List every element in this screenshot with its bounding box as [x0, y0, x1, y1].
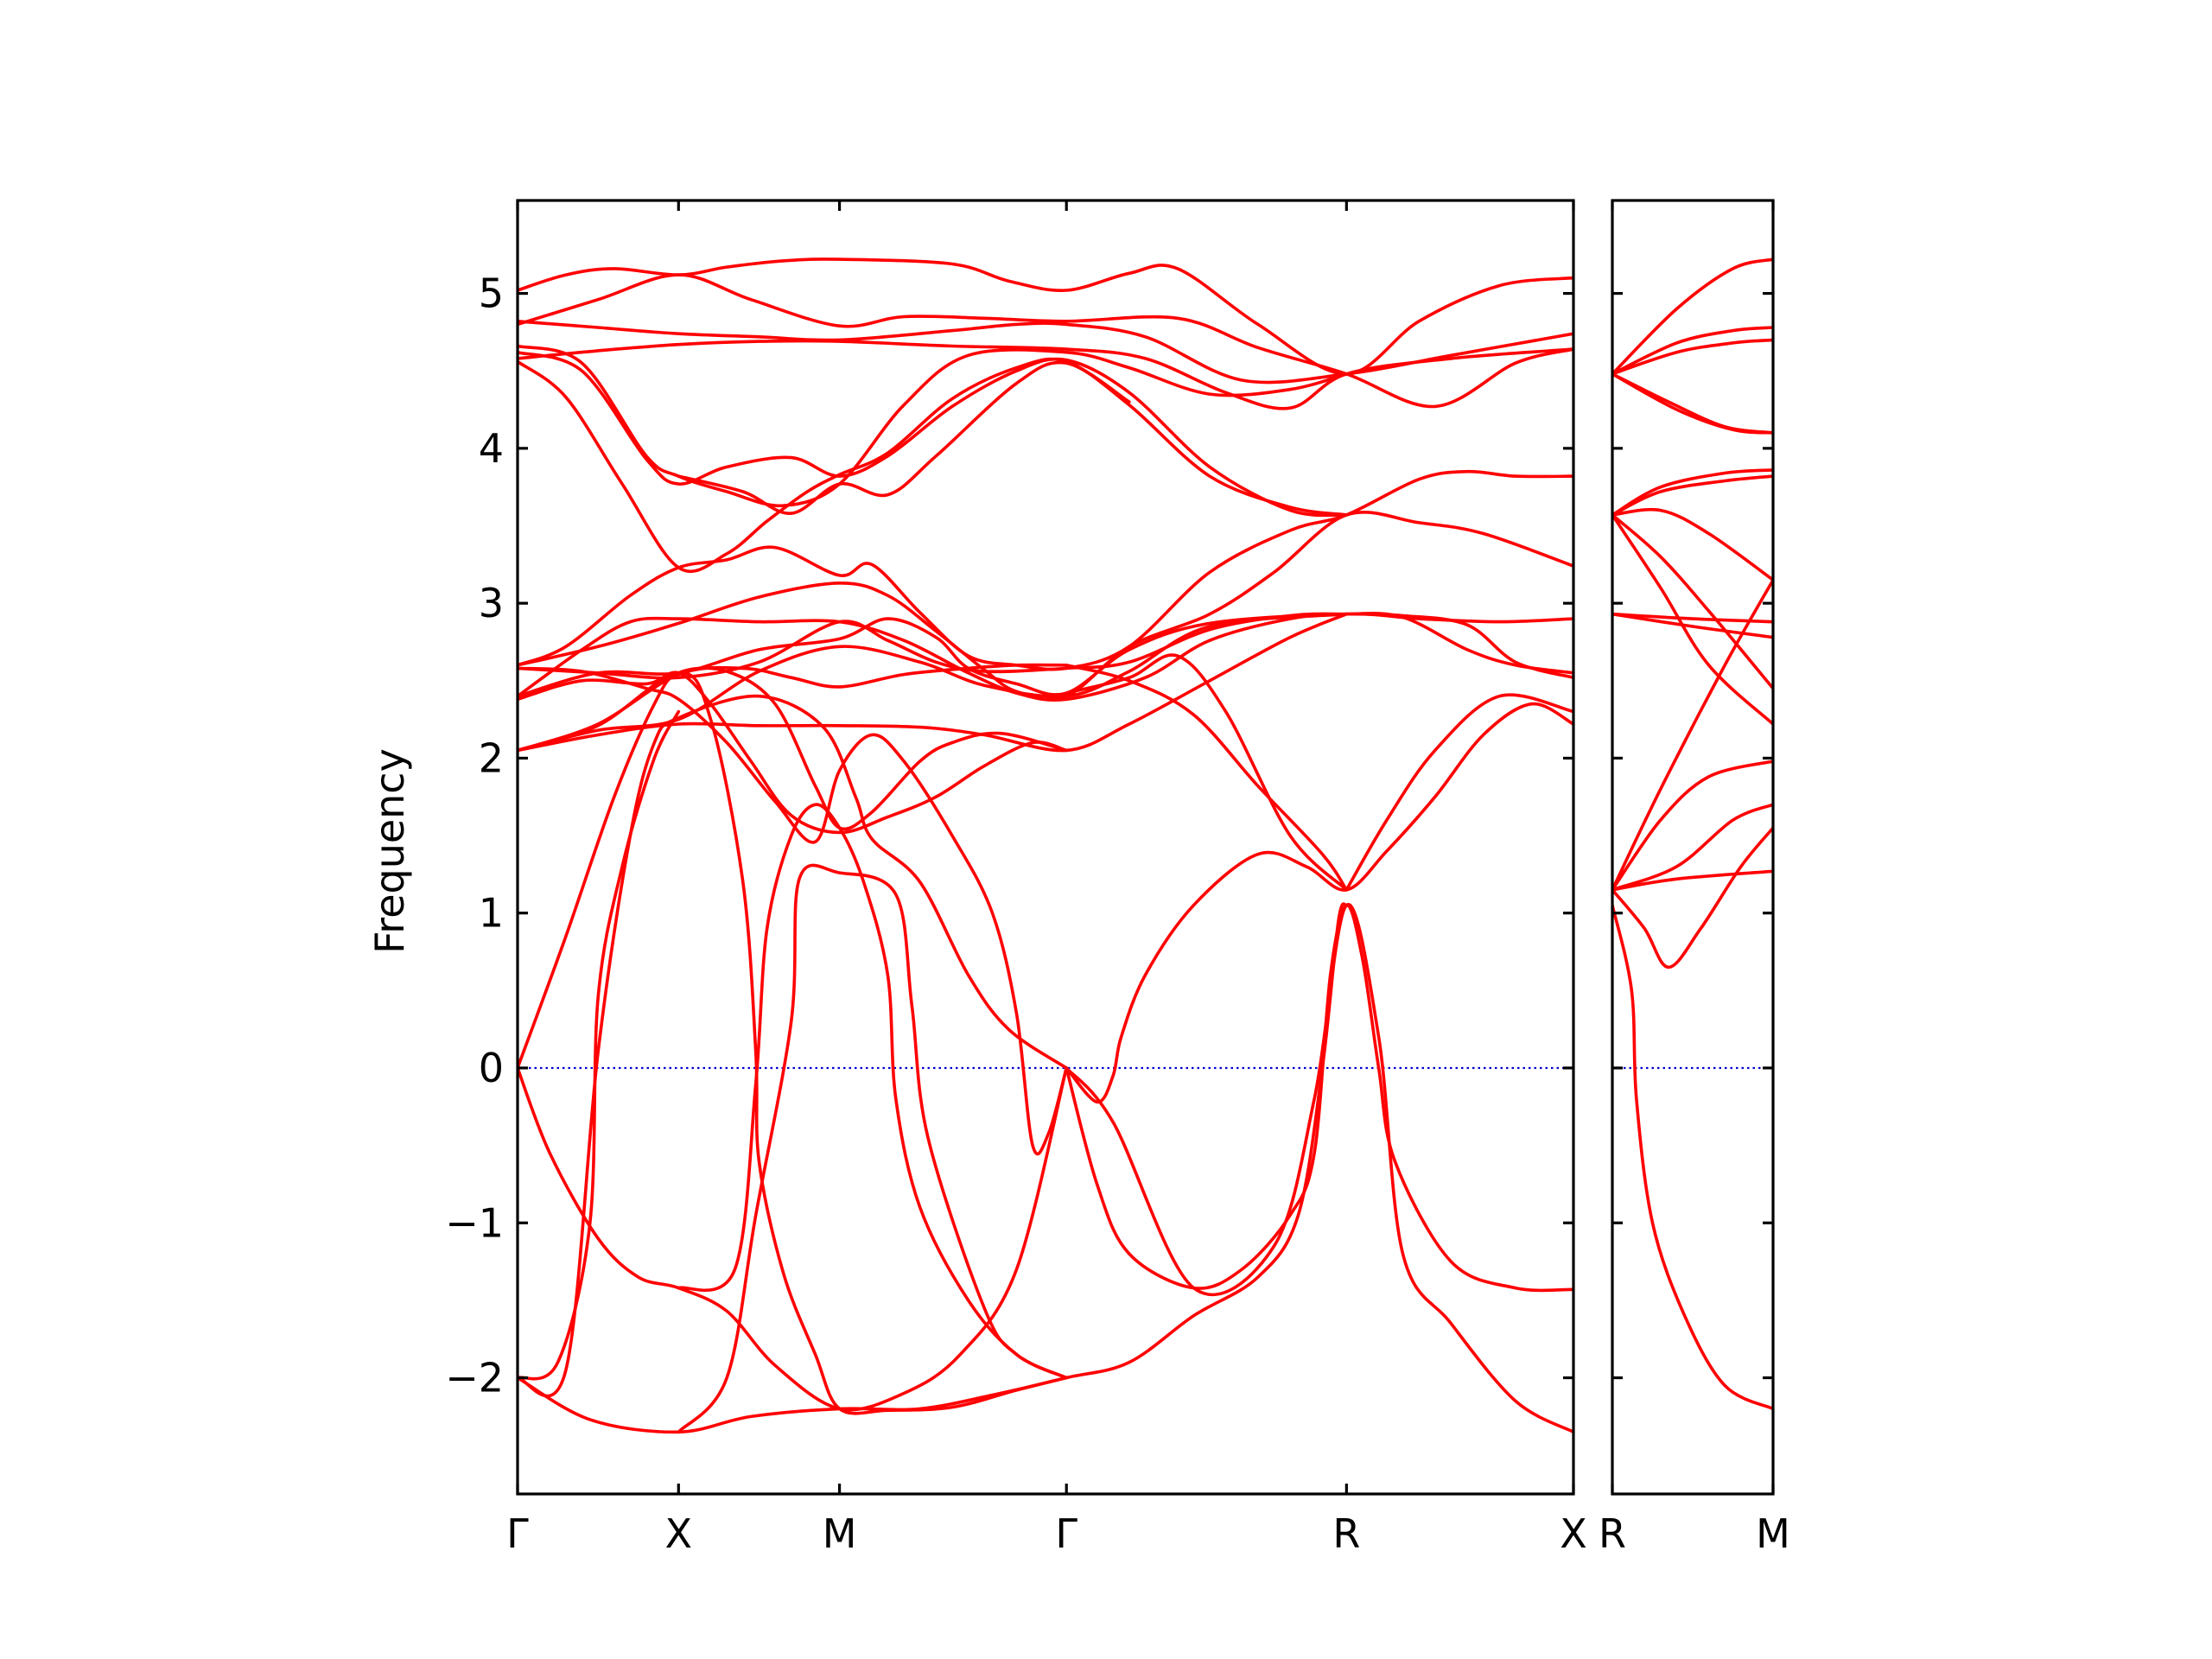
y-tick-label: −1 [445, 1199, 504, 1246]
y-tick-label: 5 [479, 270, 504, 317]
main-band-2 [518, 273, 1573, 409]
inset-band-12 [1612, 612, 1773, 639]
inset-band-lines [1612, 257, 1773, 1411]
main-band-23 [518, 671, 1068, 1415]
main-band-3 [518, 320, 1573, 385]
inset-band-6 [1612, 468, 1773, 517]
inset-band-9 [1612, 513, 1773, 690]
main-band-32 [1344, 693, 1573, 892]
inset-band-16 [1612, 826, 1773, 969]
inset-band-2 [1612, 326, 1773, 376]
main-band-27 [1065, 702, 1573, 1104]
inset-band-15 [1612, 803, 1773, 892]
y-tick-label: 3 [479, 580, 504, 626]
main-band-28 [1065, 903, 1573, 1293]
main-band-8 [677, 360, 1131, 515]
main-band-29 [1065, 902, 1573, 1434]
main-band-26 [518, 694, 1068, 1398]
main-band-7 [518, 357, 1349, 574]
main-band-6 [518, 350, 1349, 518]
main-band-lines [518, 257, 1573, 1434]
x-tick-label: M [823, 1510, 857, 1557]
inset-panel-frame [1611, 199, 1775, 1496]
y-axis-label: Frequency [366, 748, 413, 954]
inset-band-3 [1612, 338, 1773, 376]
main-panel-frame [516, 199, 1575, 1496]
main-band-30 [1065, 664, 1349, 892]
main-band-24 [677, 803, 1068, 1380]
main-band-4 [518, 339, 1573, 410]
main-band-20 [518, 1066, 1068, 1412]
inset-band-7 [1612, 474, 1773, 517]
x-tick-label: X [1560, 1510, 1587, 1557]
main-band-22 [518, 709, 681, 1381]
inset-band-11 [1612, 612, 1773, 624]
main-band-13 [518, 612, 1573, 680]
inset-band-13 [1612, 578, 1773, 892]
y-tick-label: 2 [479, 734, 504, 781]
x-tick-label: M [1756, 1510, 1790, 1557]
main-band-25 [677, 863, 1068, 1434]
inset-band-10 [1612, 513, 1773, 726]
x-tick-label: Γ [1055, 1510, 1077, 1557]
x-tick-label: Γ [506, 1510, 529, 1557]
inset-band-5 [1612, 372, 1773, 435]
main-band-19 [518, 671, 1068, 835]
x-tick-label: R [1599, 1510, 1626, 1557]
main-band-18 [518, 666, 1068, 1070]
main-band-17 [518, 666, 1068, 1155]
main-band-31 [1065, 653, 1349, 892]
y-tick-label: 4 [479, 425, 504, 472]
main-panel [516, 199, 1575, 1496]
inset-band-8 [1612, 507, 1773, 582]
inset-band-17 [1612, 869, 1773, 892]
inset-band-1 [1612, 257, 1773, 376]
x-tick-label: R [1332, 1510, 1360, 1557]
inset-band-14 [1612, 760, 1773, 892]
main-band-5 [518, 344, 1349, 508]
y-tick-labels: −2 −1 0 1 2 3 4 5 [445, 270, 504, 1402]
inset-band-18 [1612, 903, 1773, 1411]
x-tick-label: X [665, 1510, 693, 1557]
y-tick-label: 0 [479, 1045, 504, 1091]
y-tick-label: 1 [479, 890, 504, 937]
y-tick-label: −2 [445, 1355, 504, 1402]
inset-panel [1611, 199, 1775, 1496]
